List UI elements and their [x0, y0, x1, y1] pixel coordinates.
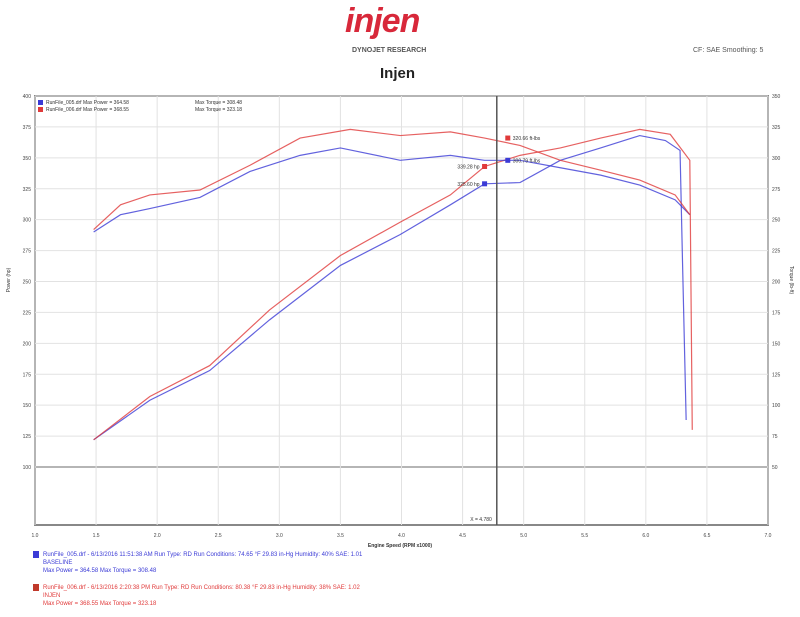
y-right-tick-label: 275	[772, 187, 781, 193]
x-tick-label: 1.5	[93, 533, 100, 539]
y-right-tick-label: 200	[772, 280, 781, 286]
series-line-1	[93, 134, 687, 441]
y-left-tick-label: 175	[23, 372, 32, 378]
run-1-line2: BASELINE	[43, 560, 73, 566]
annotation-label: 300.79 ft-lbs	[513, 158, 541, 164]
annotation-label: 320.66 ft-lbs	[513, 136, 541, 142]
y-right-tick-label: 150	[772, 341, 781, 347]
series-line-4	[93, 128, 691, 231]
y-right-axis-label: Torque (lb-ft)	[788, 266, 794, 295]
y-left-tick-label: 325	[23, 187, 32, 193]
x-tick-label: 7.0	[765, 533, 772, 539]
run-2-swatch	[33, 584, 39, 591]
run-info-1: RunFile_005.drf - 6/13/2016 11:51:38 AM …	[33, 551, 362, 575]
chart-title: Injen	[380, 65, 416, 82]
y-right-tick-label: 325	[772, 125, 781, 131]
y-right-tick-label: 300	[772, 156, 781, 162]
x-tick-label: 2.5	[215, 533, 222, 539]
annotation-marker	[482, 181, 488, 187]
company-name: DYNOJET RESEARCH	[352, 47, 427, 54]
injen-logo: injen	[345, 2, 420, 40]
y-left-tick-label: 275	[23, 249, 32, 255]
y-left-tick-label: 225	[23, 310, 32, 316]
legend-label: RunFile_006.drf Max Power = 368.55	[46, 107, 129, 113]
run-2-line1: RunFile_006.drf - 6/13/2016 2:20:38 PM R…	[43, 585, 360, 591]
legend-torque: Max Torque = 323.18	[195, 107, 242, 113]
x-tick-label: 4.0	[398, 533, 405, 539]
y-left-tick-label: 100	[23, 465, 32, 471]
annotation-marker	[482, 163, 488, 169]
x-tick-label: 4.5	[459, 533, 466, 539]
y-right-tick-label: 100	[772, 403, 781, 409]
series-line-3	[93, 147, 691, 233]
annotation-label: 325.60 hp	[457, 182, 479, 188]
correction-factor: CF: SAE Smoothing: 5	[693, 47, 764, 54]
y-left-tick-label: 300	[23, 218, 32, 224]
x-tick-label: 5.5	[581, 533, 588, 539]
run-2-line2: INJEN	[43, 593, 61, 599]
x-tick-label: 5.0	[520, 533, 527, 539]
annotation-marker	[505, 135, 511, 141]
y-right-tick-label: 250	[772, 218, 781, 224]
annotation-label: 339.28 hp	[457, 164, 479, 170]
y-left-tick-label: 200	[23, 341, 32, 347]
legend-torque: Max Torque = 308.48	[195, 100, 242, 106]
x-tick-label: 3.0	[276, 533, 283, 539]
run-info-2: RunFile_006.drf - 6/13/2016 2:20:38 PM R…	[33, 584, 360, 608]
run-2-line3: Max Power = 368.55 Max Torque = 323.18	[43, 601, 157, 607]
legend-swatch	[38, 100, 43, 105]
legend-swatch	[38, 107, 43, 112]
x-tick-label: 3.5	[337, 533, 344, 539]
y-right-tick-label: 125	[772, 372, 781, 378]
y-left-tick-label: 375	[23, 125, 32, 131]
legend-label: RunFile_005.drf Max Power = 364.58	[46, 100, 129, 106]
x-tick-label: 6.0	[642, 533, 649, 539]
y-left-tick-label: 150	[23, 403, 32, 409]
run-1-swatch	[33, 551, 39, 558]
cursor-label: X = 4.780	[470, 517, 492, 523]
y-right-tick-label: 50	[772, 465, 778, 471]
y-right-tick-label: 175	[772, 310, 781, 316]
y-left-tick-label: 350	[23, 156, 32, 162]
x-tick-label: 1.0	[32, 533, 39, 539]
y-right-tick-label: 350	[772, 94, 781, 100]
x-tick-label: 6.5	[703, 533, 710, 539]
y-left-tick-label: 400	[23, 94, 32, 100]
annotation-marker	[505, 157, 511, 163]
run-1-line1: RunFile_005.drf - 6/13/2016 11:51:38 AM …	[43, 552, 363, 558]
y-right-tick-label: 75	[772, 434, 778, 440]
x-axis-label: Engine Speed (RPM x1000)	[368, 543, 433, 549]
y-left-tick-label: 250	[23, 280, 32, 286]
y-right-tick-label: 225	[772, 249, 781, 255]
y-left-axis-label: Power (hp)	[6, 267, 12, 292]
run-1-line3: Max Power = 364.58 Max Torque = 308.48	[43, 568, 157, 574]
y-left-tick-label: 125	[23, 434, 32, 440]
x-tick-label: 2.0	[154, 533, 161, 539]
